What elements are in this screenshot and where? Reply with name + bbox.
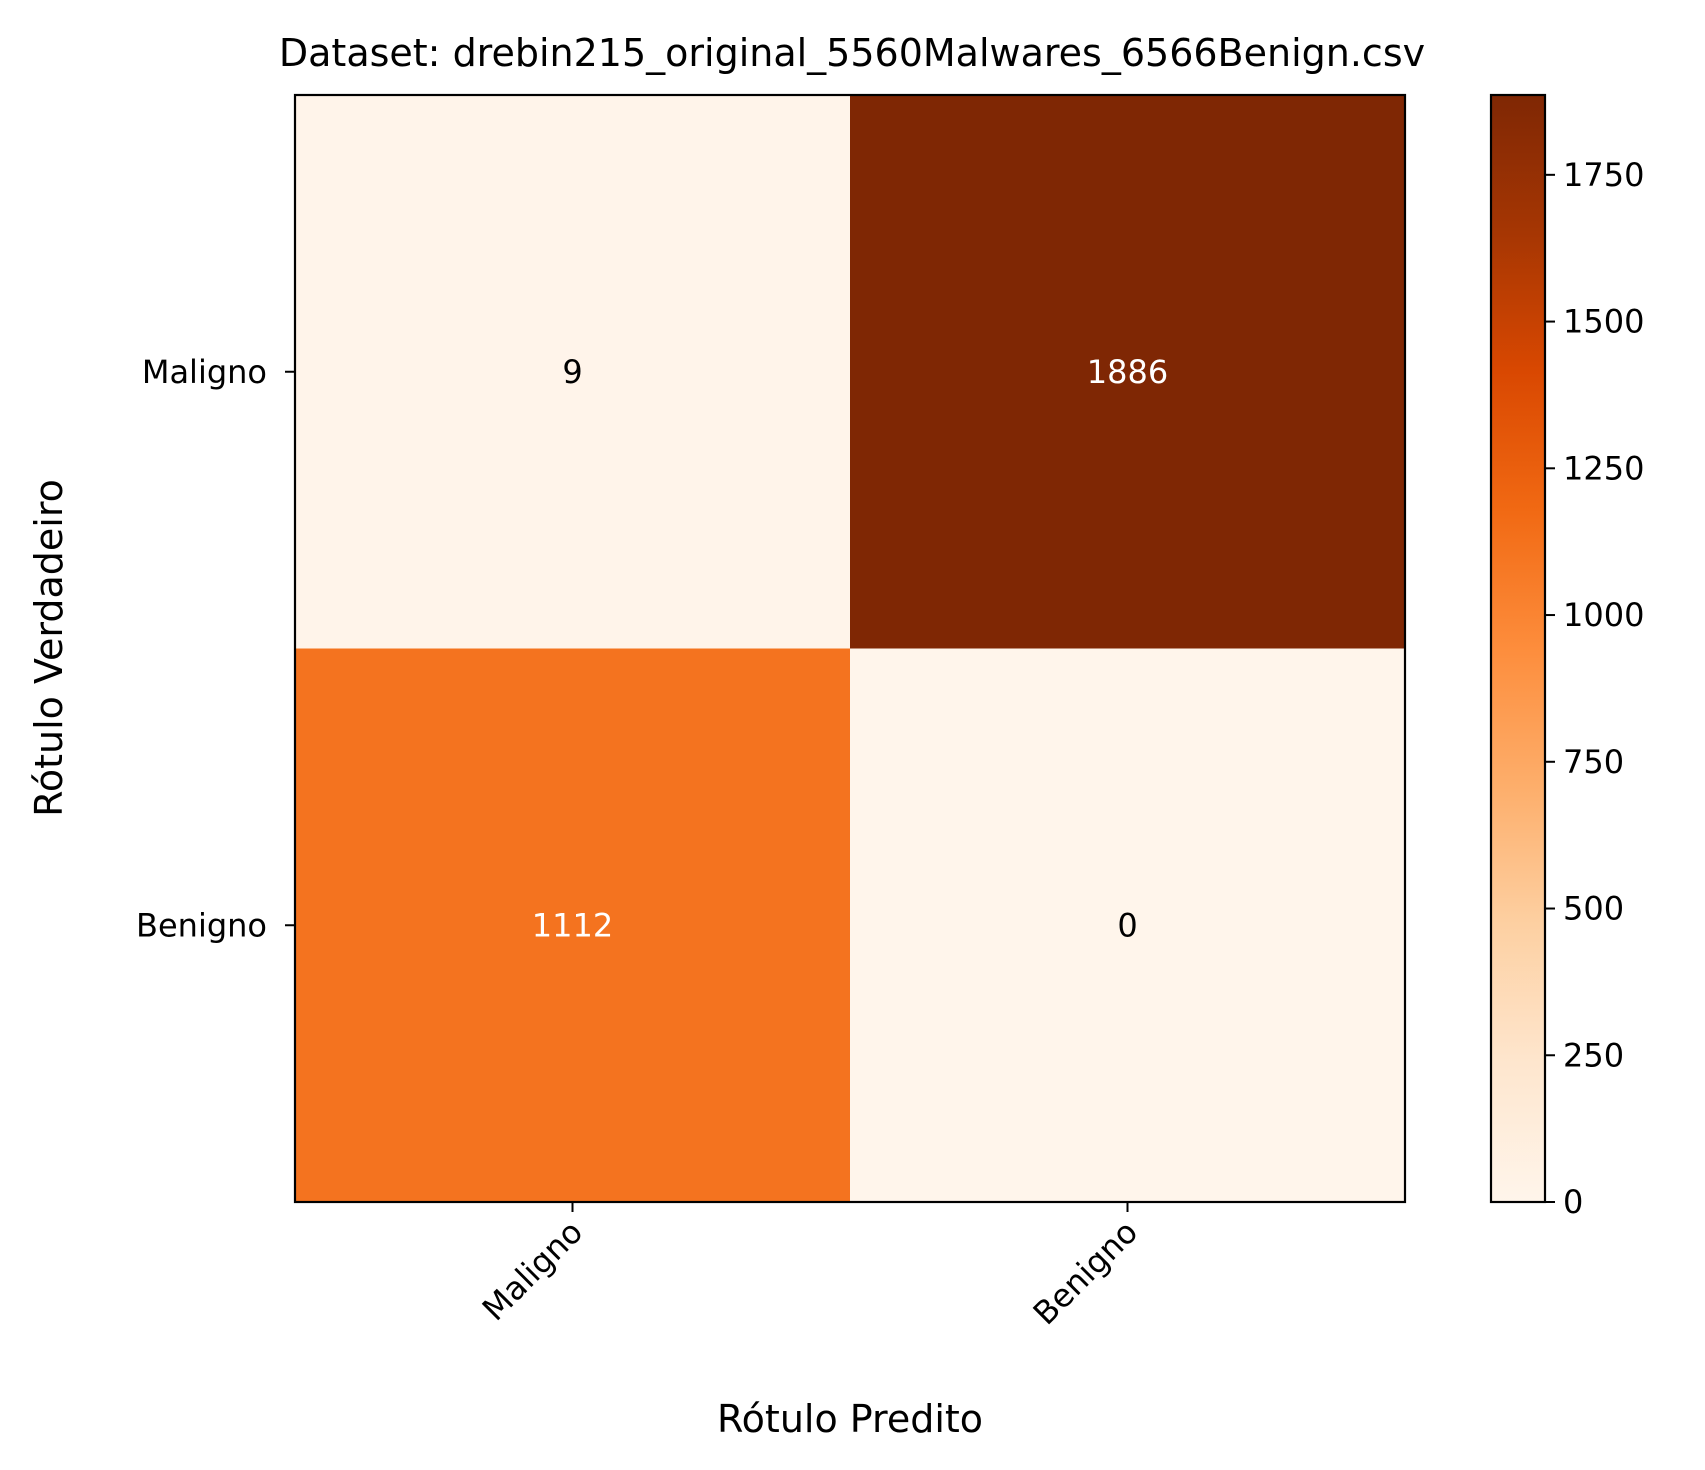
colorbar-tick-label: 1750: [1563, 156, 1644, 194]
x-axis-label: Rótulo Predito: [717, 1397, 983, 1441]
heatmap-cell: [850, 95, 1406, 649]
y-axis-ticks: Maligno Benigno: [136, 353, 295, 944]
cell-value-label: 0: [1117, 906, 1137, 944]
colorbar-tick-label: 1500: [1563, 303, 1644, 341]
x-tick-label: Benigno: [1026, 1213, 1145, 1332]
cell-value-label: 1886: [1087, 353, 1168, 391]
heatmap-cells: 9 1886 1112 0: [295, 95, 1406, 1203]
heatmap-cell: [850, 648, 1406, 1203]
x-axis-ticks: Maligno Benigno: [475, 1202, 1145, 1332]
colorbar-frame: [1489, 93, 1547, 1204]
colorbar-tick-label: 1250: [1563, 449, 1644, 487]
colorbar-gradient: [1491, 95, 1545, 1202]
x-tick-label: Maligno: [475, 1213, 590, 1328]
y-tick-label: Benigno: [136, 906, 267, 944]
colorbar-tick-label: 1000: [1563, 596, 1644, 634]
colorbar-ticks: 0 250 500 750 1000 1250 1500 1750: [1545, 156, 1644, 1221]
plot-frame: [293, 93, 1407, 1204]
colorbar: 0 250 500 750 1000 1250 1500 1750: [1489, 93, 1644, 1221]
heatmap-cell: [295, 95, 851, 649]
colorbar-tick-label: 250: [1563, 1036, 1624, 1074]
colorbar-tick-label: 500: [1563, 890, 1624, 928]
chart-title: Dataset: drebin215_original_5560Malwares…: [279, 31, 1425, 75]
colorbar-tick-label: 750: [1563, 743, 1624, 781]
cell-value-label: 9: [562, 353, 582, 391]
y-tick-label: Maligno: [142, 353, 267, 391]
heatmap-cell: [295, 648, 851, 1203]
cell-value-label: 1112: [532, 906, 613, 944]
colorbar-tick-label: 0: [1563, 1183, 1583, 1221]
y-axis-label: Rótulo Verdadeiro: [27, 479, 71, 817]
